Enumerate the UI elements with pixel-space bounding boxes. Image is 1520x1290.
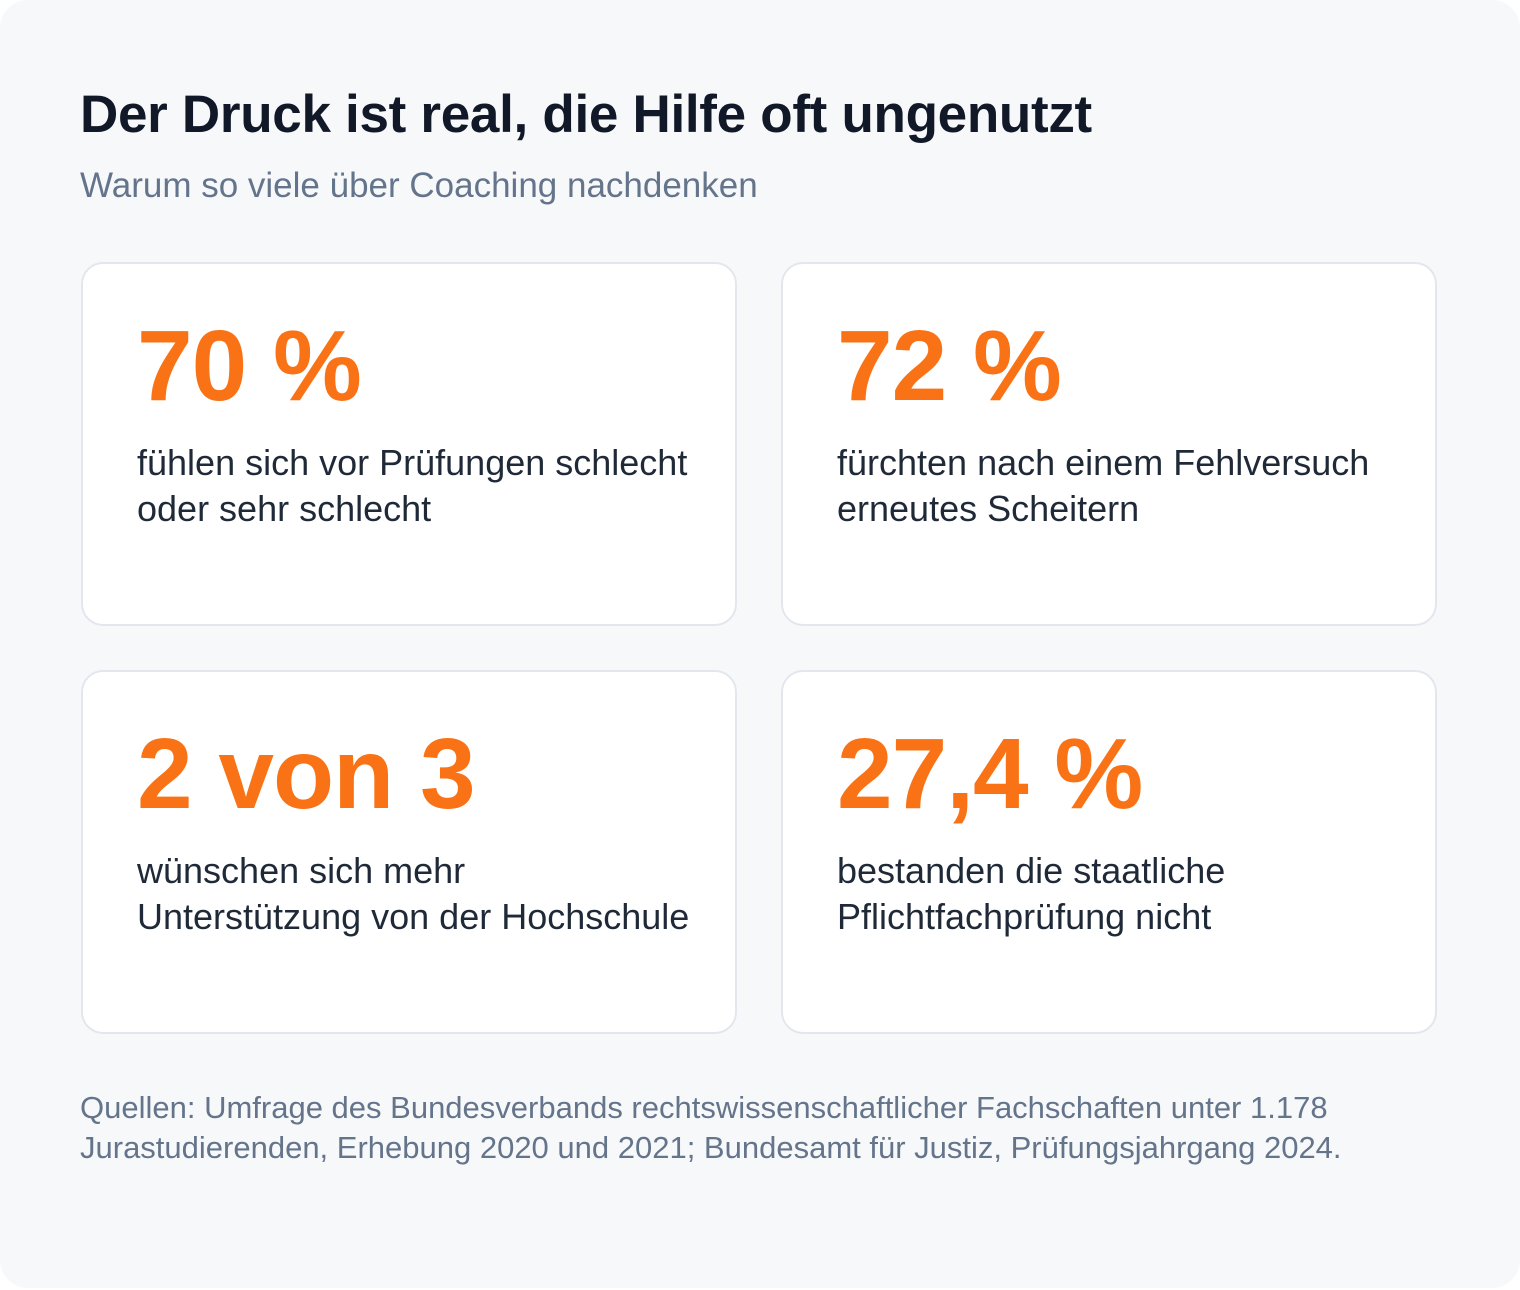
stat-label: fürchten nach einem Fehlversuch erneutes… — [837, 442, 1370, 529]
stat-card-exam-anxiety: 70 % fühlen sich vor Prüfungen schlecht … — [81, 262, 737, 626]
stat-label: wünschen sich mehr Unterstützung von der… — [137, 850, 690, 937]
stat-label: fühlen sich vor Prüfungen schlecht oder … — [137, 442, 688, 529]
stat-value: 27,4 % — [837, 718, 1143, 830]
sources-note: Quellen: Umfrage des Bundesverbands rech… — [80, 1090, 1342, 1165]
stat-label: bestanden die staatliche Pflichtfachprüf… — [837, 850, 1226, 937]
stat-card-failure-rate: 27,4 % bestanden die staatliche Pflichtf… — [781, 670, 1437, 1034]
page-title: Der Druck ist real, die Hilfe oft ungenu… — [80, 85, 1092, 144]
stat-card-fear-of-failure: 72 % fürchten nach einem Fehlversuch ern… — [781, 262, 1437, 626]
stat-value: 2 von 3 — [137, 718, 476, 830]
stat-value: 70 % — [137, 310, 362, 422]
page-subtitle: Warum so viele über Coaching nachdenken — [80, 166, 758, 205]
stat-card-support-wish: 2 von 3 wünschen sich mehr Unterstützung… — [81, 670, 737, 1034]
stat-value: 72 % — [837, 310, 1062, 422]
